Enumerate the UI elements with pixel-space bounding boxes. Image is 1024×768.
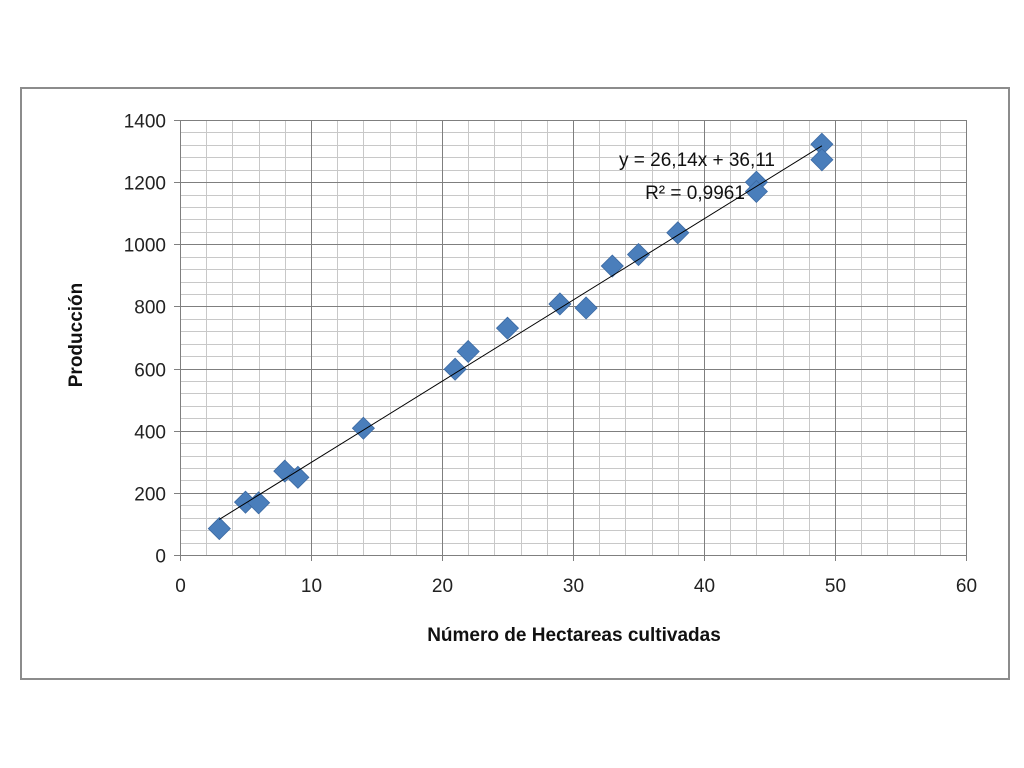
axes	[174, 120, 967, 561]
x-tick-label: 50	[825, 576, 846, 597]
data-point	[810, 148, 834, 172]
data-point	[495, 316, 520, 340]
data-point	[207, 517, 231, 541]
y-tick-label: 1400	[124, 112, 166, 133]
x-tick-label: 0	[175, 576, 186, 597]
x-tick-label: 20	[432, 576, 453, 597]
data-point	[456, 339, 480, 364]
scatter-chart: 0 200 400 600 800 1000 1200 1400 0 10 20 30 40 50 60 P…	[66, 112, 977, 647]
data-point	[744, 179, 768, 204]
data-point	[351, 416, 375, 440]
y-tick-label: 400	[134, 423, 166, 444]
data-point	[574, 296, 598, 320]
y-tick-label: 800	[134, 298, 166, 319]
chart-frame: 0 200 400 600 800 1000 1200 1400 0 10 20 30 40 50 60 P…	[20, 87, 1010, 680]
y-tick-label: 600	[134, 361, 166, 382]
x-tick-label: 10	[301, 576, 322, 597]
x-tick-label: 60	[956, 576, 977, 597]
trendline	[219, 145, 823, 520]
y-tick-label: 200	[134, 485, 166, 506]
data-point	[286, 465, 310, 489]
y-tick-label: 1000	[124, 236, 166, 257]
grid-lines	[180, 120, 967, 556]
data-points	[207, 132, 834, 541]
y-tick-label: 1200	[124, 174, 166, 195]
data-point	[443, 357, 467, 381]
data-point	[548, 292, 572, 316]
y-axis-title: Producción	[66, 283, 87, 388]
x-axis-title: Número de Hectareas cultivadas	[427, 625, 721, 646]
data-point	[600, 254, 624, 278]
trendline-group	[219, 145, 823, 520]
tick-labels: 0 200 400 600 800 1000 1200 1400 0 10 20 30 40 50 60	[124, 112, 977, 598]
x-tick-label: 40	[694, 576, 715, 597]
x-tick-label: 30	[563, 576, 584, 597]
data-point	[626, 242, 651, 267]
y-tick-label: 0	[155, 547, 166, 568]
trendline-equation: y = 26,14x + 36,11	[619, 150, 775, 171]
trendline-r2: R² = 0,9961	[645, 183, 745, 204]
